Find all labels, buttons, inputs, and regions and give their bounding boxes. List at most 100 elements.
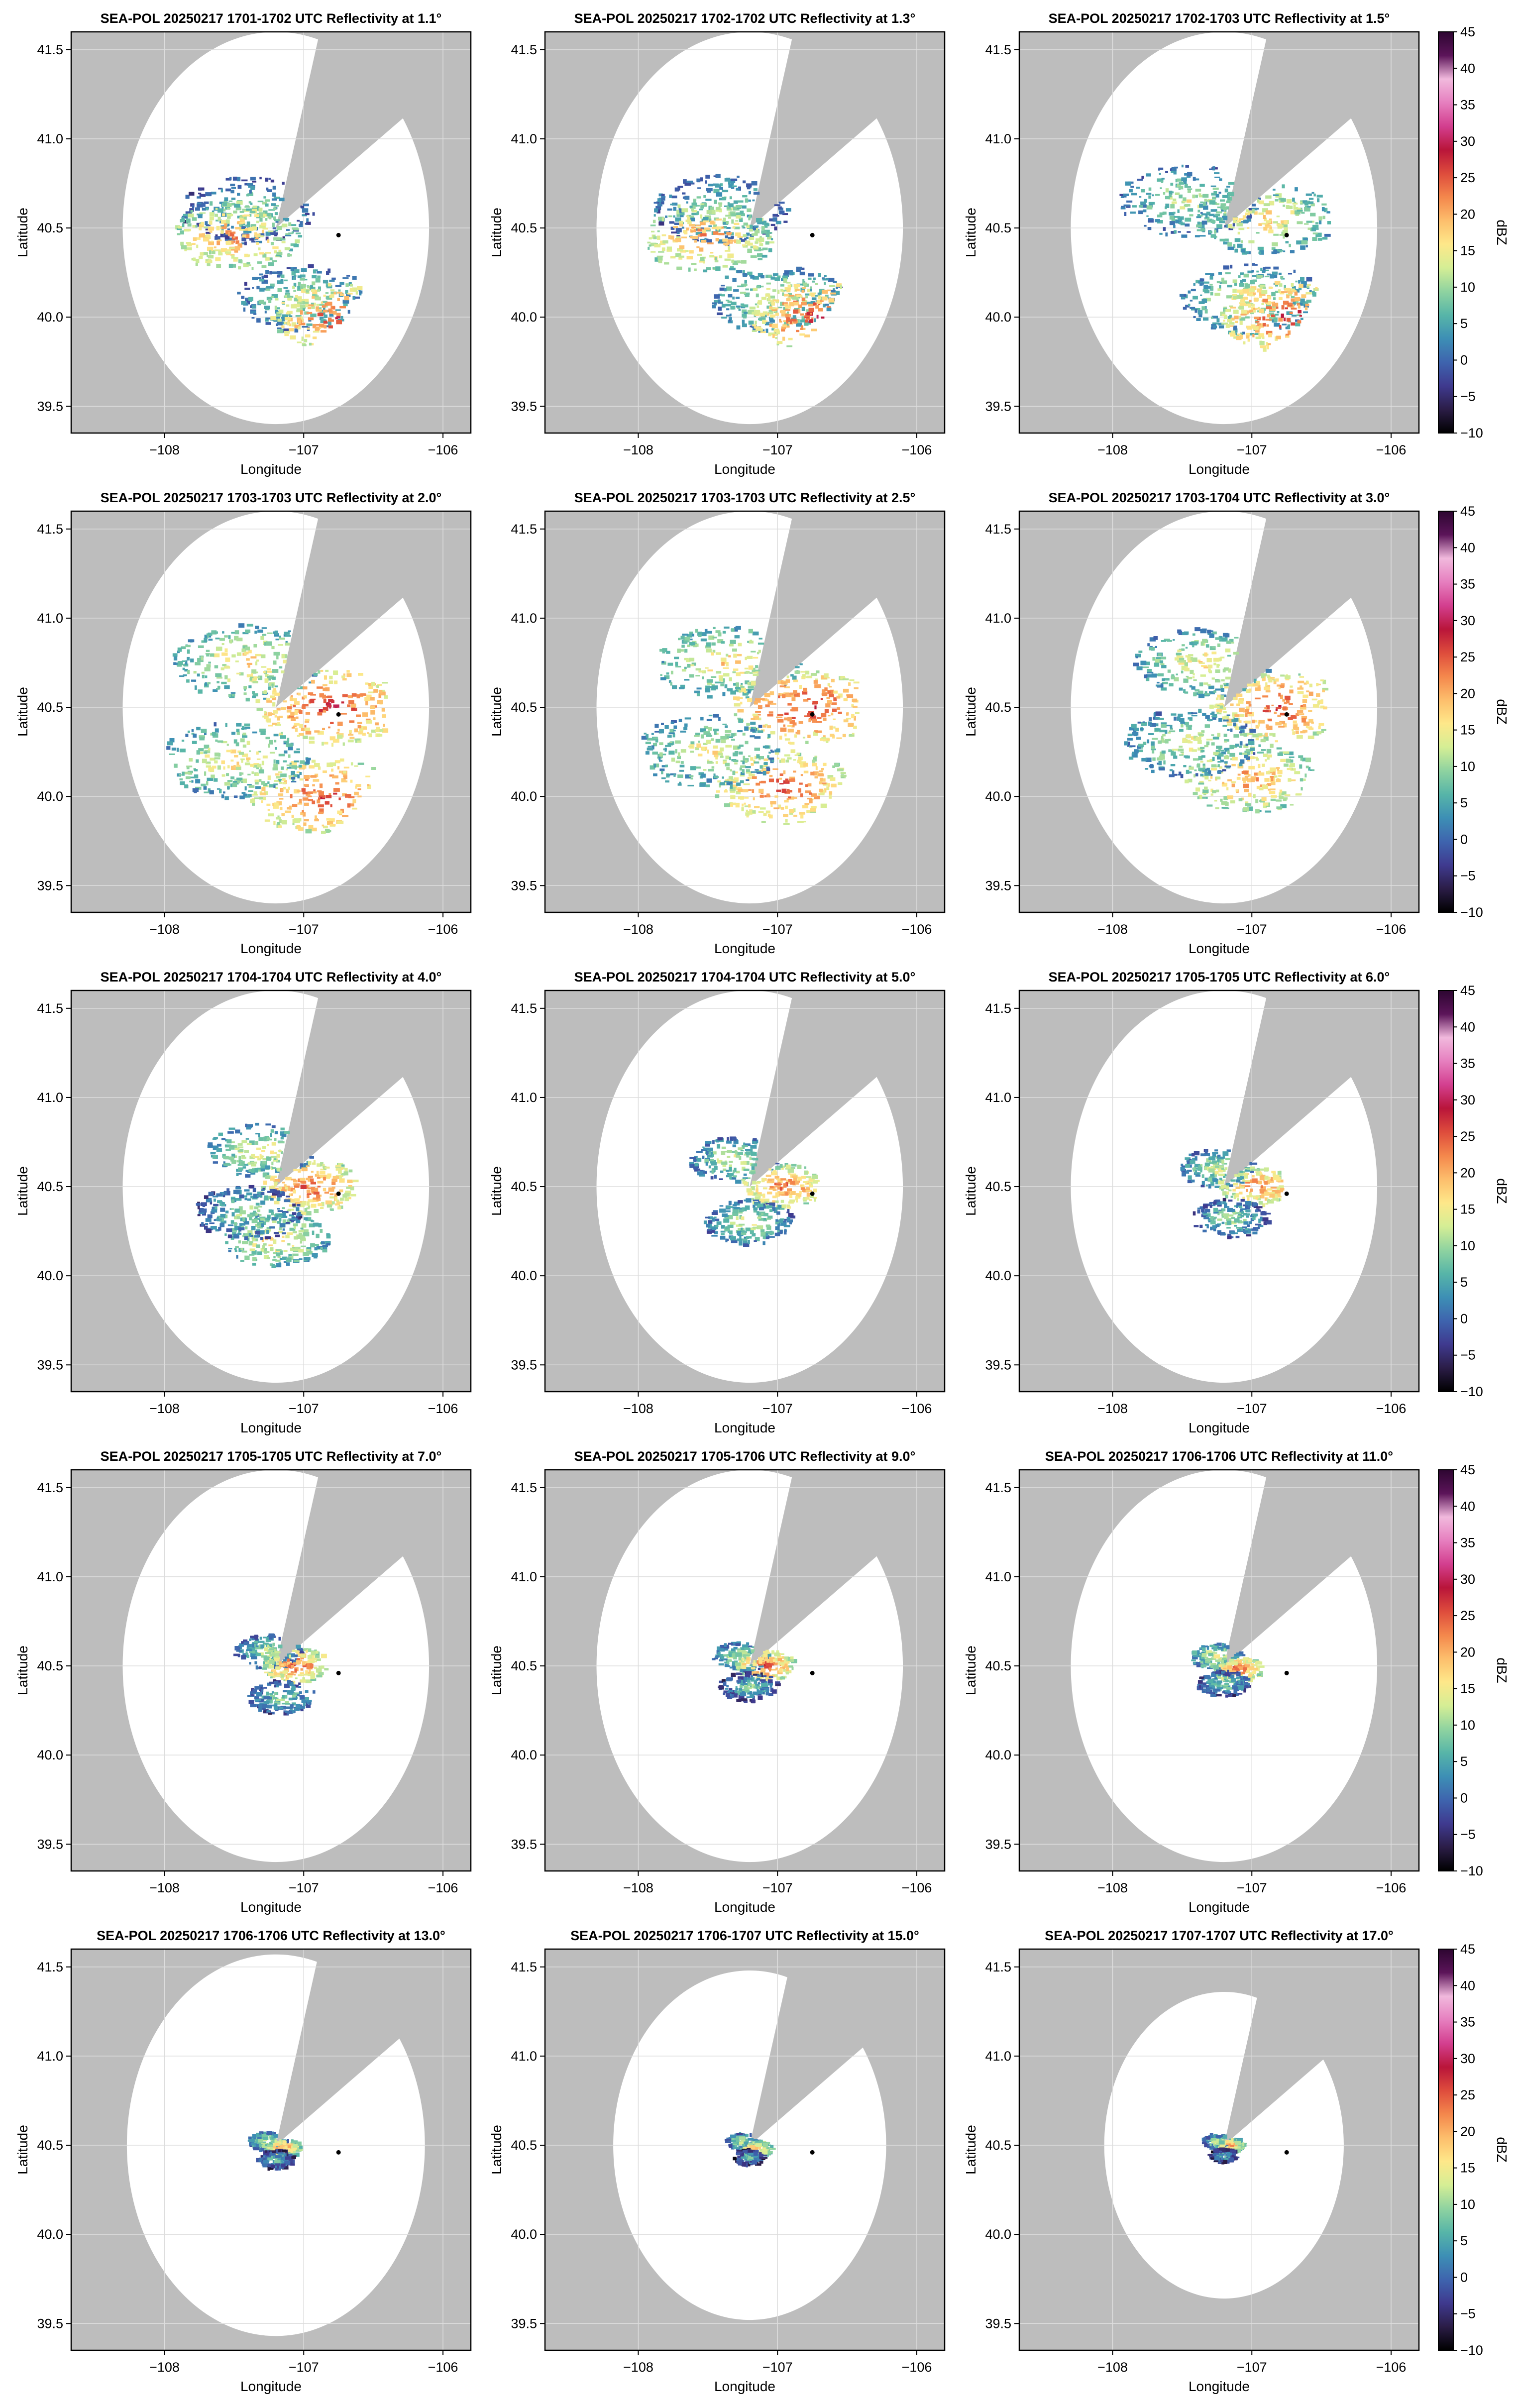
echo-pixel — [247, 784, 252, 786]
echo-pixel — [312, 303, 316, 306]
echo-pixel — [216, 264, 221, 268]
echo-pixel — [1278, 705, 1282, 708]
echo-pixel — [1204, 771, 1210, 776]
panel-title: SEA-POL 20250217 1703-1703 UTC Reflectiv… — [574, 490, 916, 505]
echo-pixel — [759, 765, 763, 769]
echo-pixel — [1273, 266, 1279, 270]
echo-pixel — [700, 203, 705, 205]
echo-pixel — [822, 296, 828, 301]
echo-pixel — [712, 637, 717, 639]
echo-pixel — [289, 248, 293, 252]
echo-pixel — [215, 638, 220, 640]
echo-pixel — [809, 799, 813, 804]
echo-pixel — [1160, 187, 1162, 189]
echo-pixel — [341, 675, 345, 678]
echo-pixel — [1242, 215, 1246, 219]
echo-pixel — [323, 825, 328, 829]
echo-pixel — [299, 778, 304, 781]
echo-pixel — [1240, 298, 1245, 302]
echo-pixel — [220, 219, 226, 224]
echo-pixel — [1153, 712, 1156, 717]
echo-pixel — [1231, 781, 1236, 783]
echo-pixel — [211, 192, 217, 195]
echo-pixel — [693, 199, 697, 202]
echo-pixel — [753, 657, 758, 659]
echo-pixel — [340, 713, 347, 715]
echo-pixel — [209, 230, 213, 233]
echo-pixel — [1146, 173, 1151, 177]
echo-pixel — [246, 300, 250, 305]
echo-pixel — [300, 278, 305, 281]
echo-pixel — [833, 697, 837, 701]
echo-pixel — [272, 702, 276, 707]
echo-pixel — [239, 219, 245, 223]
echo-pixel — [314, 730, 320, 733]
echo-pixel — [793, 300, 798, 302]
echo-pixel — [1164, 639, 1170, 641]
echo-pixel — [1178, 631, 1183, 635]
echo-pixel — [1254, 317, 1260, 320]
echo-pixel — [227, 222, 230, 226]
echo-pixel — [780, 681, 786, 684]
y-tick-label: 40.5 — [511, 700, 537, 715]
echo-pixel — [1155, 657, 1161, 660]
echo-pixel — [169, 753, 175, 755]
echo-pixel — [257, 764, 262, 767]
echo-pixel — [272, 713, 275, 715]
echo-pixel — [1180, 660, 1186, 663]
echo-pixel — [1256, 232, 1260, 234]
echo-pixel — [657, 198, 661, 203]
echo-pixel — [1248, 756, 1255, 760]
echo-pixel — [696, 692, 700, 696]
echo-pixel — [789, 717, 796, 719]
echo-pixel — [756, 714, 761, 716]
echo-pixel — [649, 244, 651, 247]
echo-pixel — [786, 317, 791, 322]
echo-pixel — [745, 812, 750, 816]
echo-pixel — [1212, 197, 1216, 200]
echo-pixel — [846, 712, 849, 716]
echo-pixel — [1219, 766, 1223, 769]
echo-pixel — [221, 794, 224, 798]
echo-pixel — [1300, 277, 1304, 282]
echo-pixel — [769, 307, 776, 311]
echo-pixel — [738, 309, 741, 311]
echo-pixel — [824, 687, 828, 691]
x-tick-label: −107 — [1237, 442, 1267, 457]
echo-pixel — [176, 748, 179, 752]
echo-pixel — [231, 198, 236, 200]
echo-pixel — [1250, 311, 1254, 315]
echo-pixel — [1175, 192, 1180, 195]
echo-pixel — [298, 235, 303, 238]
echo-pixel — [267, 189, 272, 192]
echo-pixel — [273, 764, 278, 768]
echo-pixel — [745, 240, 751, 244]
echo-pixel — [788, 295, 794, 297]
echo-pixel — [764, 764, 768, 766]
echo-pixel — [227, 780, 233, 782]
echo-pixel — [785, 306, 791, 309]
echo-pixel — [758, 300, 762, 305]
echo-pixel — [218, 188, 223, 190]
echo-pixel — [207, 246, 214, 251]
echo-pixel — [278, 754, 285, 757]
echo-pixel — [206, 650, 210, 652]
plot-frame — [544, 31, 946, 434]
echo-pixel — [1252, 264, 1258, 266]
echo-pixel — [225, 178, 231, 181]
echo-pixel — [312, 212, 315, 216]
echo-pixel — [1237, 289, 1243, 293]
echo-pixel — [702, 229, 706, 234]
echo-pixel — [1148, 202, 1155, 205]
echo-pixel — [1284, 285, 1286, 290]
echo-pixel — [726, 767, 730, 770]
echo-pixel — [1324, 208, 1326, 213]
echo-pixel — [1206, 212, 1211, 216]
echo-pixel — [342, 815, 349, 817]
echo-pixel — [645, 742, 651, 745]
echo-pixel — [348, 734, 354, 736]
echo-pixel — [693, 643, 699, 647]
echo-pixel — [748, 682, 753, 686]
echo-pixel — [317, 731, 324, 735]
echo-pixel — [1246, 209, 1249, 213]
